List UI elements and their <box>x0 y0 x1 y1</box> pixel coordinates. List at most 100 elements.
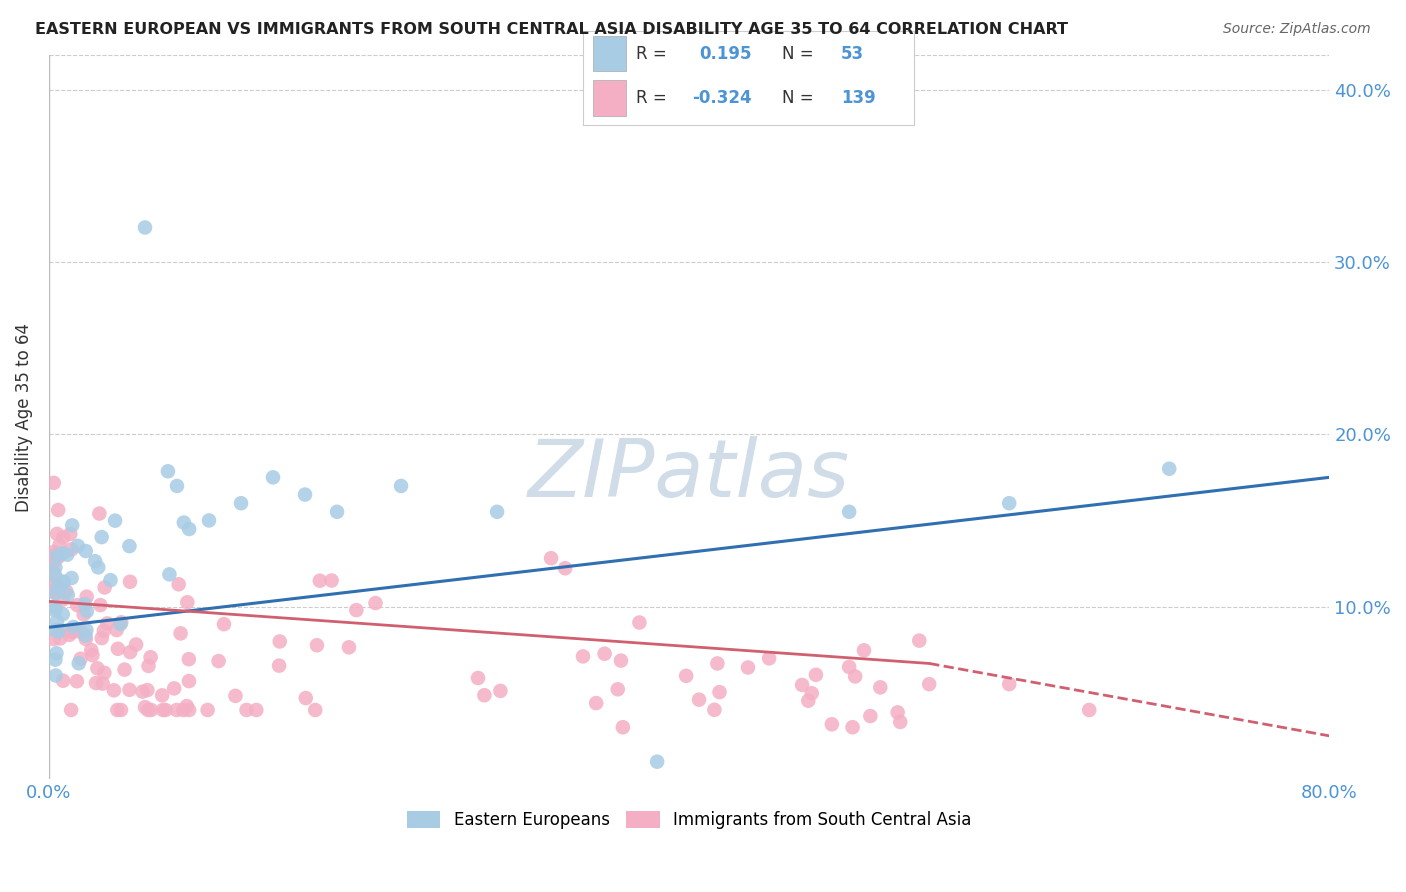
Point <box>172 703 194 717</box>
Point <box>110 617 132 632</box>
Point <box>918 677 941 691</box>
Point <box>110 703 132 717</box>
Point <box>176 699 198 714</box>
Point <box>136 703 159 717</box>
Point <box>67 657 90 671</box>
Point <box>75 544 97 558</box>
Point <box>60 542 83 557</box>
Point <box>84 676 107 690</box>
Point <box>758 651 780 665</box>
Point <box>42 585 65 599</box>
Point <box>103 683 125 698</box>
Point <box>89 507 111 521</box>
Point <box>166 703 188 717</box>
Point <box>841 720 863 734</box>
Legend: Eastern Europeans, Immigrants from South Central Asia: Eastern Europeans, Immigrants from South… <box>401 805 979 836</box>
Point <box>45 646 67 660</box>
Point <box>628 615 651 630</box>
Point <box>207 654 229 668</box>
Point <box>114 663 136 677</box>
Point <box>120 645 142 659</box>
Point <box>467 671 489 685</box>
Point <box>737 660 759 674</box>
Point <box>52 575 75 590</box>
Text: N =: N = <box>782 45 813 62</box>
Point <box>134 700 156 714</box>
Point <box>645 755 668 769</box>
Point <box>166 479 188 493</box>
Point <box>593 647 616 661</box>
Point <box>235 703 257 717</box>
Point <box>800 686 823 700</box>
Point <box>305 638 328 652</box>
Point <box>46 550 69 565</box>
Point <box>55 584 77 599</box>
Point <box>572 649 595 664</box>
Point <box>52 574 75 589</box>
Point <box>134 220 156 235</box>
Point <box>804 668 827 682</box>
Point <box>688 692 710 706</box>
Point <box>838 660 860 674</box>
Point <box>844 669 866 683</box>
Point <box>96 616 118 631</box>
Point <box>889 714 911 729</box>
Point <box>42 475 65 490</box>
Point <box>90 631 112 645</box>
Point <box>269 634 291 648</box>
Point <box>52 673 75 688</box>
Text: R =: R = <box>637 88 666 107</box>
Point <box>42 566 65 581</box>
Point <box>44 600 66 615</box>
Point <box>198 513 221 527</box>
Point <box>118 539 141 553</box>
Point <box>304 703 326 717</box>
Point <box>821 717 844 731</box>
Point <box>585 696 607 710</box>
Point <box>125 638 148 652</box>
Point <box>60 703 83 717</box>
Point <box>42 576 65 591</box>
Point <box>212 617 235 632</box>
Point <box>46 580 69 594</box>
Point <box>908 633 931 648</box>
Point <box>998 677 1021 691</box>
Point <box>73 607 96 622</box>
Point <box>44 552 66 566</box>
Point <box>69 651 91 665</box>
Point <box>177 703 200 717</box>
Point <box>56 548 79 562</box>
Point <box>66 598 89 612</box>
Point <box>45 668 67 682</box>
Point <box>75 632 97 646</box>
Point <box>48 624 70 639</box>
Point <box>110 615 132 630</box>
Point <box>797 694 820 708</box>
Point <box>152 703 174 717</box>
Point <box>852 643 875 657</box>
Point <box>245 703 267 717</box>
Point <box>150 689 173 703</box>
Point <box>118 574 141 589</box>
Point <box>706 657 728 671</box>
Text: R =: R = <box>637 45 666 62</box>
Point <box>138 659 160 673</box>
Text: EASTERN EUROPEAN VS IMMIGRANTS FROM SOUTH CENTRAL ASIA DISABILITY AGE 35 TO 64 C: EASTERN EUROPEAN VS IMMIGRANTS FROM SOUT… <box>35 22 1069 37</box>
Point <box>48 538 70 552</box>
Point <box>45 586 67 600</box>
Point <box>1159 461 1181 475</box>
Point <box>59 527 82 541</box>
Point <box>554 561 576 575</box>
Point <box>76 590 98 604</box>
Point <box>321 574 343 588</box>
Point <box>792 678 814 692</box>
Text: 139: 139 <box>841 88 876 107</box>
Point <box>93 665 115 680</box>
Point <box>60 571 83 585</box>
Point <box>44 653 66 667</box>
Point <box>197 703 219 717</box>
Point <box>612 720 634 734</box>
Y-axis label: Disability Age 35 to 64: Disability Age 35 to 64 <box>15 323 32 511</box>
Point <box>224 689 246 703</box>
Text: -0.324: -0.324 <box>693 88 752 107</box>
